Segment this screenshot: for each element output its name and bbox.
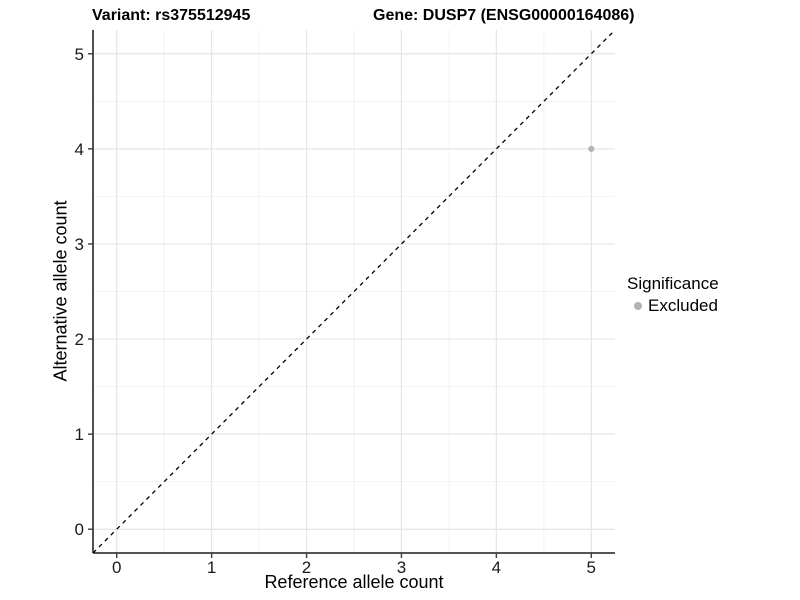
excluded-point-icon (634, 302, 642, 310)
x-axis-label: Reference allele count (264, 572, 444, 592)
x-tick-label: 3 (397, 558, 406, 577)
y-tick-label: 3 (75, 235, 84, 254)
identity-line (92, 29, 616, 554)
legend-item-label: Excluded (648, 296, 718, 315)
chart-title-gene: Gene: DUSP7 (ENSG00000164086) (373, 7, 635, 24)
y-axis-label: Alternative allele count (50, 200, 71, 382)
y-tick-label: 5 (75, 45, 84, 64)
legend-item-excluded: Excluded (627, 296, 719, 316)
y-tick-label: 4 (75, 140, 84, 159)
y-tick-label: 2 (75, 330, 84, 349)
x-tick-label: 2 (302, 558, 311, 577)
legend-title: Significance (627, 274, 719, 293)
x-tick-label: 4 (492, 558, 501, 577)
legend: Significance Excluded (627, 274, 719, 316)
y-tick-label: 0 (75, 520, 84, 539)
x-tick-label: 1 (207, 558, 216, 577)
x-tick-label: 5 (587, 558, 596, 577)
x-tick-label: 0 (112, 558, 121, 577)
y-tick-label: 1 (75, 425, 84, 444)
chart-title-variant: Variant: rs375512945 (92, 7, 251, 24)
data-point-excluded (588, 145, 595, 152)
